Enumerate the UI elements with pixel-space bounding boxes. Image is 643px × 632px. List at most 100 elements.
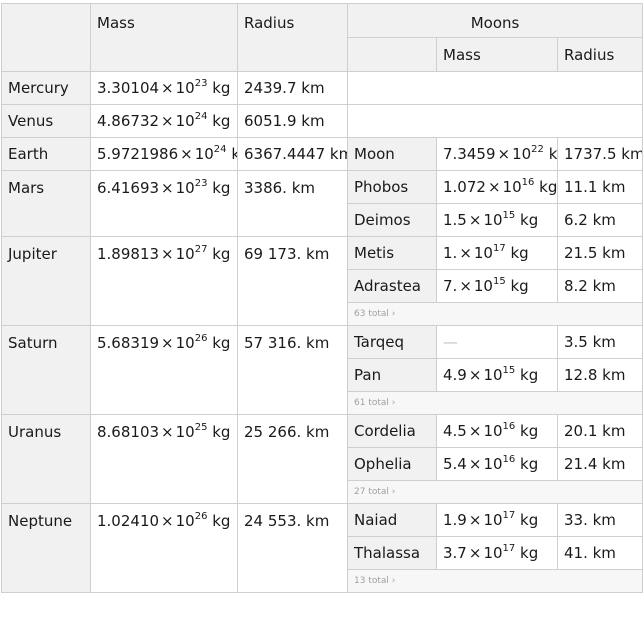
- planet-mass-exponent: 23: [194, 178, 208, 189]
- moon-radius: 41. km: [556, 536, 643, 570]
- moon-mass-mantissa: 4.5: [443, 422, 467, 440]
- planet-mass-mantissa: 6.41693: [97, 179, 160, 197]
- planet-row: Neptune 1.02410 × 1026 kg 24 553. km Naiad 1.9…: [1, 503, 643, 593]
- moons-total-link[interactable]: 61 total ›: [346, 391, 643, 415]
- times-sign: ×: [161, 423, 174, 441]
- moon-mass-mantissa: 1.: [443, 244, 458, 262]
- moon-radius: 12.8 km: [556, 358, 643, 392]
- unit-kg: kg: [520, 366, 539, 384]
- planet-radius: 57 316. km: [237, 325, 348, 415]
- base-ten: 10: [483, 544, 503, 562]
- planet-radius: 25 266. km: [237, 414, 348, 504]
- moon-mass-mantissa: 7.: [443, 277, 458, 295]
- moon-mass: 5.4 × 1016 kg: [436, 447, 558, 481]
- moon-mass-exponent: 16: [502, 421, 516, 432]
- unit-kg: kg: [212, 79, 231, 97]
- moon-radius-header: Radius: [556, 37, 643, 72]
- moon-name: Phobos: [347, 170, 437, 204]
- moon-name: Pan: [347, 358, 437, 392]
- moon-mass-mantissa: 1.072: [443, 178, 486, 196]
- planet-mass-exponent: 26: [194, 333, 208, 344]
- planet-name: Mars: [1, 170, 91, 237]
- planet-mass-mantissa: 1.89813: [97, 245, 160, 263]
- moon-row: Pan 4.9 × 1015 kg 12.8 km: [2, 358, 643, 392]
- moon-radius: 6.2 km: [556, 203, 643, 237]
- moon-row: Deimos 1.5 × 1015 kg 6.2 km: [2, 203, 643, 237]
- times-sign: ×: [468, 366, 482, 384]
- unit-kg: kg: [520, 422, 539, 440]
- times-sign: ×: [161, 245, 174, 263]
- moon-mass-mantissa: 1.5: [443, 211, 467, 229]
- moon-name-header: [347, 37, 437, 72]
- base-ten: 10: [502, 178, 522, 196]
- unit-kg: kg: [212, 512, 231, 530]
- moon-mass: 1.9 × 1017 kg: [436, 503, 558, 537]
- planet-mass: 3.30104 × 1023 kg: [90, 71, 238, 105]
- moon-radius: 1737.5 km: [556, 137, 643, 171]
- base-ten: 10: [483, 455, 503, 473]
- planet-radius: 6051.9 km: [237, 104, 348, 138]
- times-sign: ×: [468, 211, 482, 229]
- moon-name: Metis: [347, 236, 437, 270]
- planet-name: Mercury: [1, 71, 91, 105]
- unit-kg: kg: [520, 511, 539, 529]
- planet-mass-exponent: 26: [194, 511, 208, 522]
- planet-mass: 1.89813 × 1027 kg: [90, 236, 238, 326]
- base-ten: 10: [512, 145, 532, 163]
- times-sign: ×: [468, 544, 482, 562]
- times-sign: ×: [468, 511, 482, 529]
- planet-mass: 6.41693 × 1023 kg: [90, 170, 238, 237]
- times-sign: ×: [161, 179, 174, 197]
- moon-name: Adrastea: [347, 269, 437, 303]
- times-sign: ×: [459, 244, 472, 262]
- moon-name: Moon: [347, 137, 437, 171]
- moon-mass-header: Mass: [436, 37, 558, 72]
- unit-kg: kg: [520, 544, 539, 562]
- moon-name: Ophelia: [347, 447, 437, 481]
- moon-row: Adrastea 7. × 1015 kg 8.2 km: [2, 269, 643, 303]
- planet-name: Jupiter: [1, 236, 91, 326]
- planet-mass-exponent: 27: [194, 244, 208, 255]
- times-sign: ×: [180, 145, 193, 163]
- moon-name: Tarqeq: [347, 325, 437, 359]
- planet-radius: 3386. km: [237, 170, 348, 237]
- unit-kg: kg: [212, 423, 231, 441]
- moon-radius: 21.4 km: [556, 447, 643, 481]
- planet-mass-mantissa: 5.9721986: [97, 145, 179, 163]
- base-ten: 10: [483, 422, 503, 440]
- moons-total-link[interactable]: 13 total ›: [346, 569, 643, 593]
- moon-mass-exponent: 15: [502, 365, 516, 376]
- moon-mass-exponent: 15: [492, 276, 506, 287]
- planet-row: Mars 6.41693 × 1023 kg 3386. km Phobos 1.072 × 1…: [1, 170, 643, 237]
- moon-name: Thalassa: [347, 536, 437, 570]
- moon-mass-mantissa: 7.3459: [443, 145, 496, 163]
- unit-kg: kg: [510, 244, 529, 262]
- moon-radius: 11.1 km: [556, 170, 643, 204]
- planet-name: Neptune: [1, 503, 91, 593]
- moon-mass-missing: —: [443, 333, 458, 351]
- planet-mass: 4.86732 × 1024 kg: [90, 104, 238, 138]
- moon-mass: 1.072 × 1016 kg: [436, 170, 558, 204]
- moons-total-link[interactable]: 63 total ›: [346, 302, 643, 326]
- base-ten: 10: [175, 112, 195, 130]
- unit-kg: kg: [231, 145, 236, 163]
- corner-header: [1, 3, 91, 72]
- planet-mass: 5.68319 × 1026 kg: [90, 325, 238, 415]
- base-ten: 10: [175, 512, 195, 530]
- planet-radius: 2439.7 km: [237, 71, 348, 105]
- times-sign: ×: [161, 334, 174, 352]
- moons-total-link[interactable]: 27 total ›: [346, 480, 643, 504]
- moon-name: Deimos: [347, 203, 437, 237]
- moon-name: Cordelia: [347, 414, 437, 448]
- planet-radius: 6367.4447 km: [237, 137, 348, 171]
- base-ten: 10: [175, 334, 195, 352]
- base-ten: 10: [483, 511, 503, 529]
- moon-radius: 20.1 km: [556, 414, 643, 448]
- planet-radius: 24 553. km: [237, 503, 348, 593]
- times-sign: ×: [487, 178, 501, 196]
- moon-mass: 7.3459×1022 kg: [436, 137, 558, 171]
- moon-radius: 33. km: [556, 503, 643, 537]
- moon-radius: 21.5 km: [556, 236, 643, 270]
- moon-mass-exponent: 22: [531, 144, 544, 155]
